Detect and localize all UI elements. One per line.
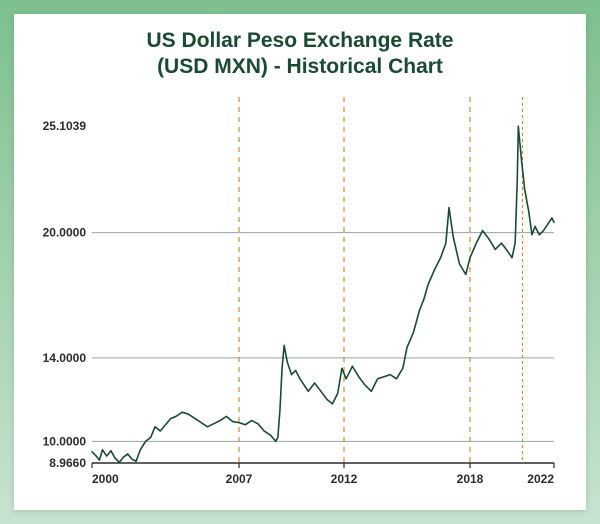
title-line-2: (USD MXN) - Historical Chart [157,55,443,78]
series-line [92,126,554,462]
y-tick-label: 8.9660 [49,456,86,470]
x-tick-label: 2012 [331,472,358,486]
y-tick-label: 10.0000 [43,434,87,448]
title-line-1: US Dollar Peso Exchange Rate [147,29,454,52]
chart-area: 8.9660 10.0000 14.0000 20.0000 25.1039 2000 20… [34,87,566,491]
chart-card: US Dollar Peso Exchange Rate (USD MXN) -… [14,14,586,510]
y-tick-label: 25.1039 [43,119,87,133]
line-chart-svg: 8.9660 10.0000 14.0000 20.0000 25.1039 2000 20… [34,87,566,491]
x-tick-label: 2007 [226,472,253,486]
y-tick-label: 20.0000 [43,225,87,239]
outer-frame: US Dollar Peso Exchange Rate (USD MXN) -… [0,0,600,524]
y-tick-label: 14.0000 [43,350,87,364]
x-tick-label: 2018 [457,472,484,486]
chart-title: US Dollar Peso Exchange Rate (USD MXN) -… [34,28,566,81]
x-tick-label: 2000 [92,472,119,486]
x-tick-label: 2022 [527,472,554,486]
